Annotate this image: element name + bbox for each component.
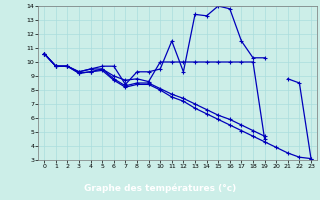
Text: Graphe des températures (°c): Graphe des températures (°c): [84, 184, 236, 193]
